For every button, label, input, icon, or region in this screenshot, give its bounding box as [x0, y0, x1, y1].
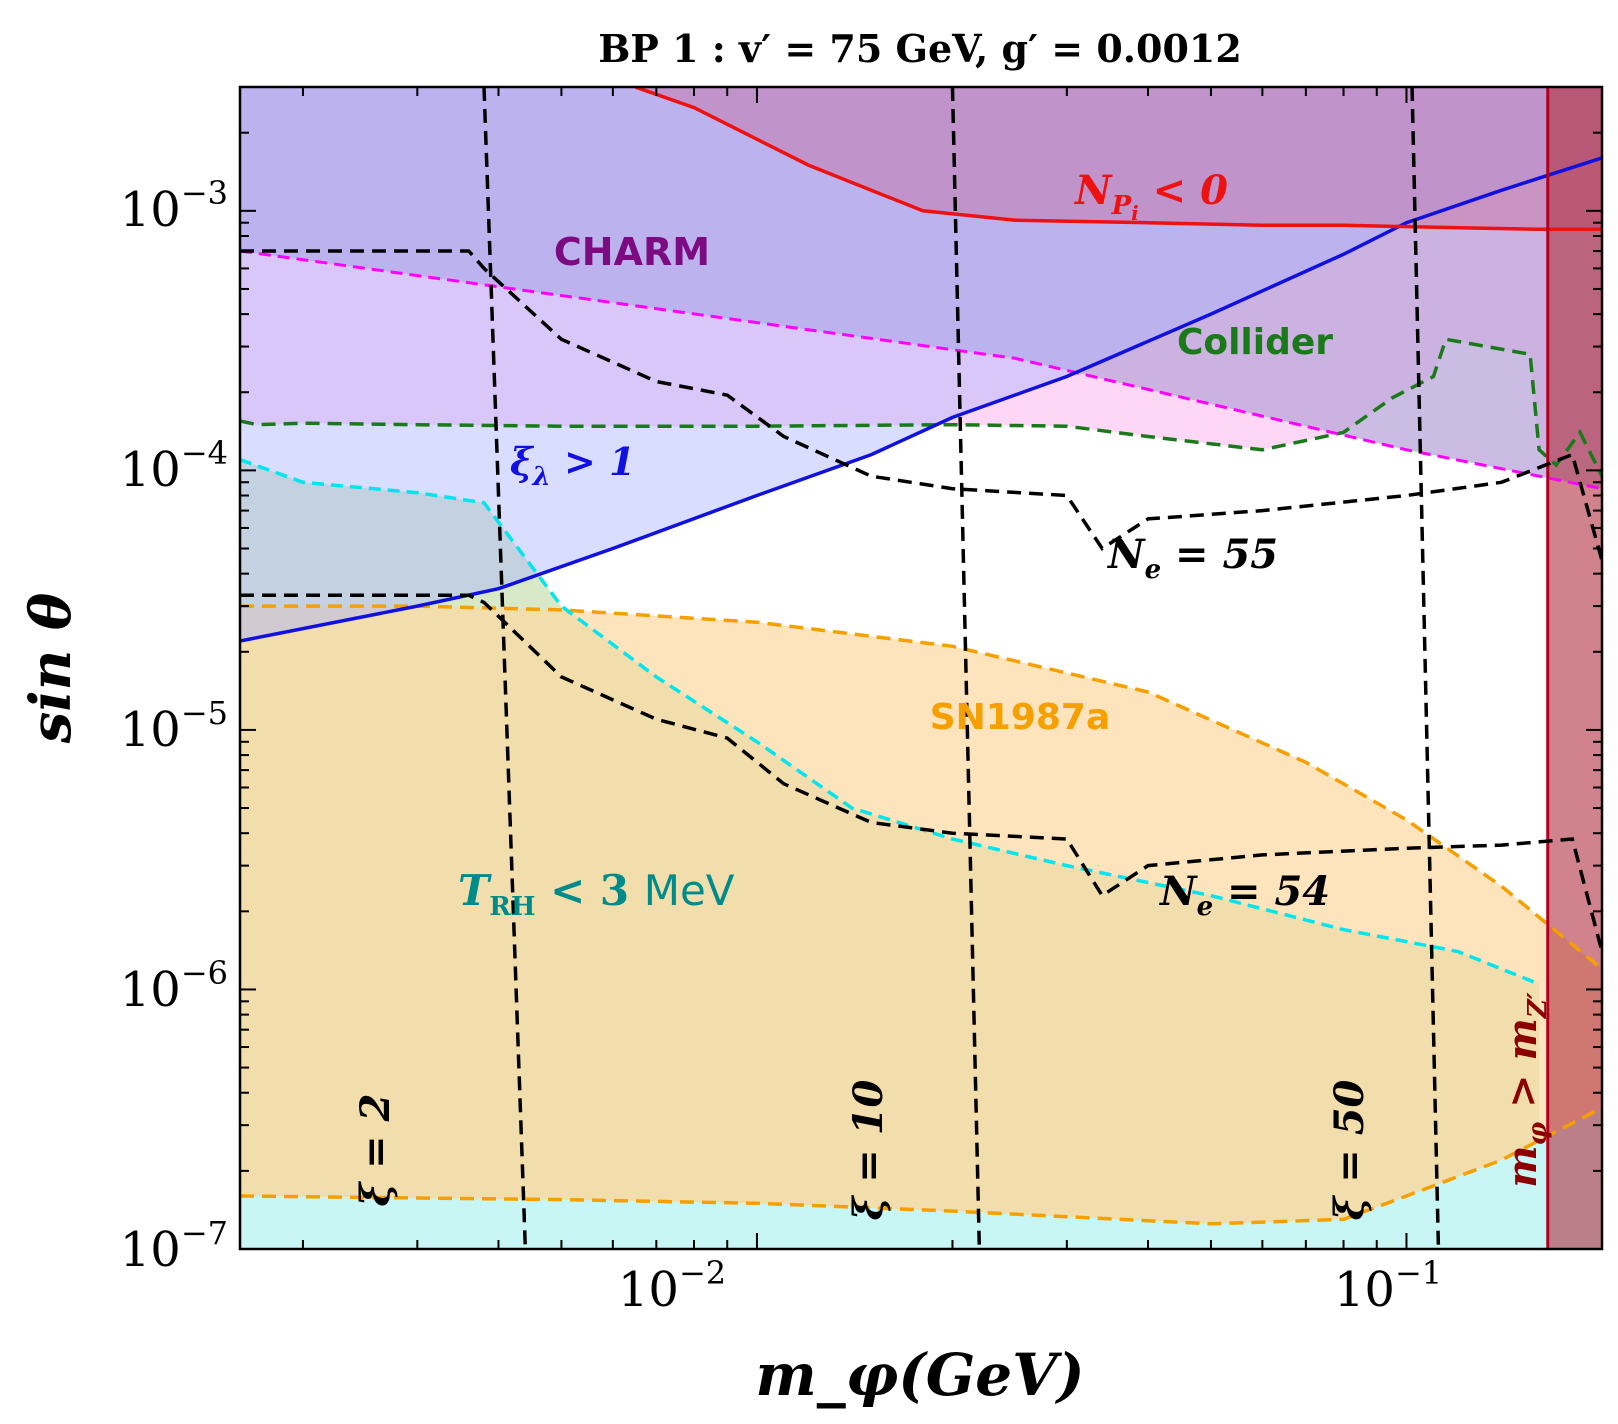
y-tick-label-1e-3: 10−3 [120, 174, 228, 238]
npi-label: NPi < 0 [1073, 167, 1228, 225]
ne-54-label: Ne = 54 [1158, 868, 1330, 922]
charm-boundary-line [240, 249, 1602, 491]
x-tick-labels: 10−2 10−1 [618, 1254, 1442, 1318]
mz-label: mφ > mZ′ [1499, 992, 1553, 1188]
y-tick-label-1e-6: 10−6 [120, 954, 228, 1018]
npi-boundary-line [634, 87, 1602, 231]
charm-label: CHARM [554, 230, 710, 274]
xi-2-label: ξ = 2 [352, 1094, 399, 1207]
ne-55-contour [240, 249, 1602, 561]
xi-50-line [1410, 87, 1441, 1249]
mz-region [1547, 87, 1602, 1249]
plot-frame [238, 85, 1604, 1251]
xi-10-line [950, 87, 982, 1249]
xi-lambda-boundary-line [240, 156, 1602, 643]
y-axis-label: sin θ [18, 592, 84, 744]
x-axis-label: m_φ(GeV) [755, 1341, 1084, 1409]
xi-10-label: ξ = 10 [845, 1079, 892, 1220]
x-tick-label-1e-2: 10−2 [618, 1254, 726, 1318]
xi-2-line [482, 87, 528, 1249]
y-tick-label-1e-5: 10−5 [120, 694, 228, 758]
sn1987a-lower-line [240, 1106, 1602, 1226]
sn1987a-region [240, 606, 1602, 1224]
axis-ticks [240, 86, 1603, 1250]
y-tick-labels: 10−3 10−4 10−5 10−6 10−7 [120, 174, 228, 1278]
collider-label: Collider [1177, 322, 1333, 363]
xi-50-label: ξ = 50 [1326, 1079, 1373, 1220]
npi-region [635, 87, 1602, 230]
xi-lambda-label: ξλ > 1 [510, 439, 636, 492]
chart-title: BP 1 : v′ = 75 GeV, g′ = 0.0012 [598, 26, 1242, 71]
ne-55-label: Ne = 55 [1106, 531, 1278, 585]
trh-low-band [240, 1107, 1602, 1249]
x-tick-label-1e-1: 10−1 [1334, 1254, 1442, 1318]
y-tick-label-1e-4: 10−4 [120, 434, 228, 498]
sn1987a-label: SN1987a [930, 697, 1111, 738]
y-tick-label-1e-7: 10−7 [120, 1214, 228, 1278]
ne-54-contour [240, 593, 1602, 952]
trh-boundary-line [240, 457, 1540, 986]
collider-boundary-line [240, 337, 1602, 477]
charm-region [240, 87, 1602, 489]
trh-label: TRH < 3 MeV [458, 866, 735, 922]
